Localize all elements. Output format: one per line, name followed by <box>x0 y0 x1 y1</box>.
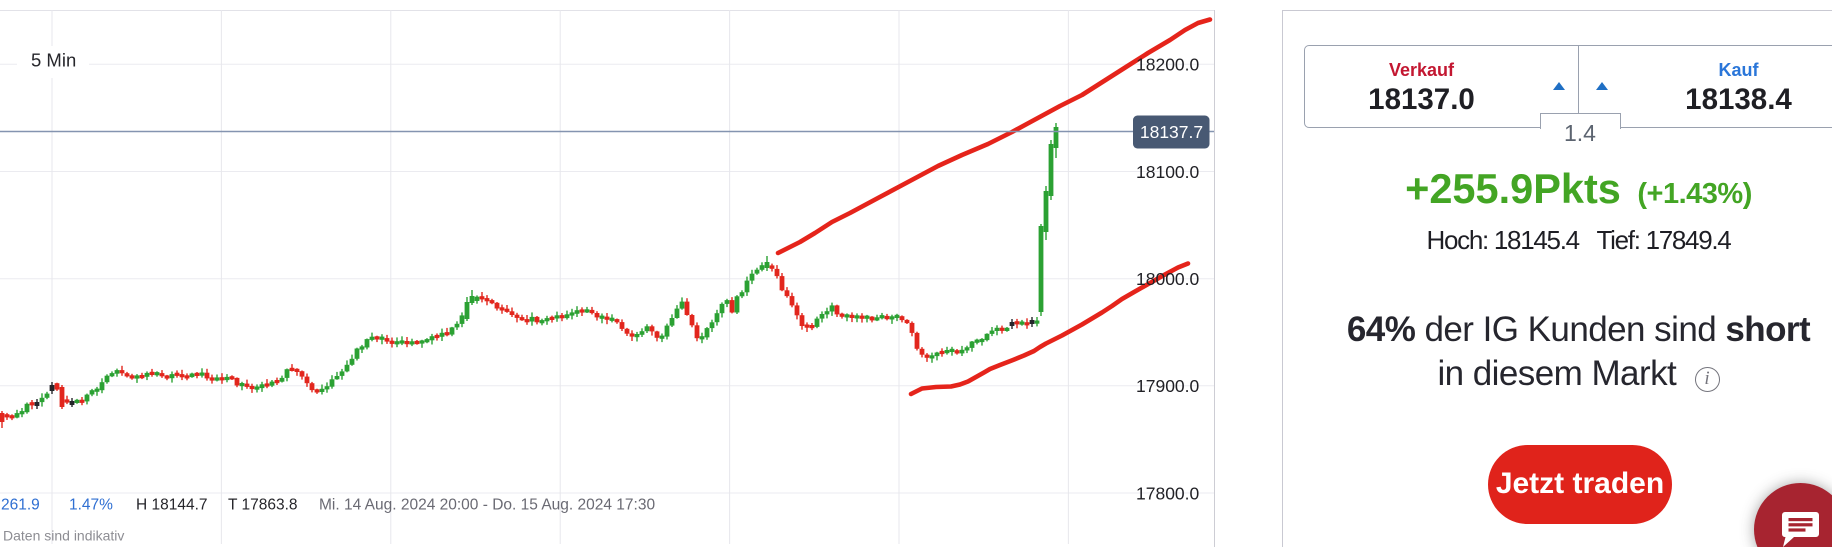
svg-text:18200.0: 18200.0 <box>1136 55 1200 75</box>
svg-text:18137.7: 18137.7 <box>1140 122 1203 142</box>
svg-text:1.47%: 1.47% <box>69 497 113 514</box>
svg-text:17800.0: 17800.0 <box>1136 483 1200 503</box>
svg-text:H 18144.7: H 18144.7 <box>136 497 208 514</box>
svg-text:5 Min: 5 Min <box>31 50 76 71</box>
svg-text:18000.0: 18000.0 <box>1136 269 1200 289</box>
svg-text:Daten sind indikativ: Daten sind indikativ <box>3 528 124 544</box>
svg-text:T 17863.8: T 17863.8 <box>228 497 298 514</box>
svg-text:18100.0: 18100.0 <box>1136 162 1200 182</box>
svg-text:17900.0: 17900.0 <box>1136 376 1200 396</box>
svg-text:261.9: 261.9 <box>1 497 40 514</box>
svg-text:Mi. 14 Aug. 2024 20:00 - Do. 1: Mi. 14 Aug. 2024 20:00 - Do. 15 Aug. 202… <box>319 497 655 514</box>
